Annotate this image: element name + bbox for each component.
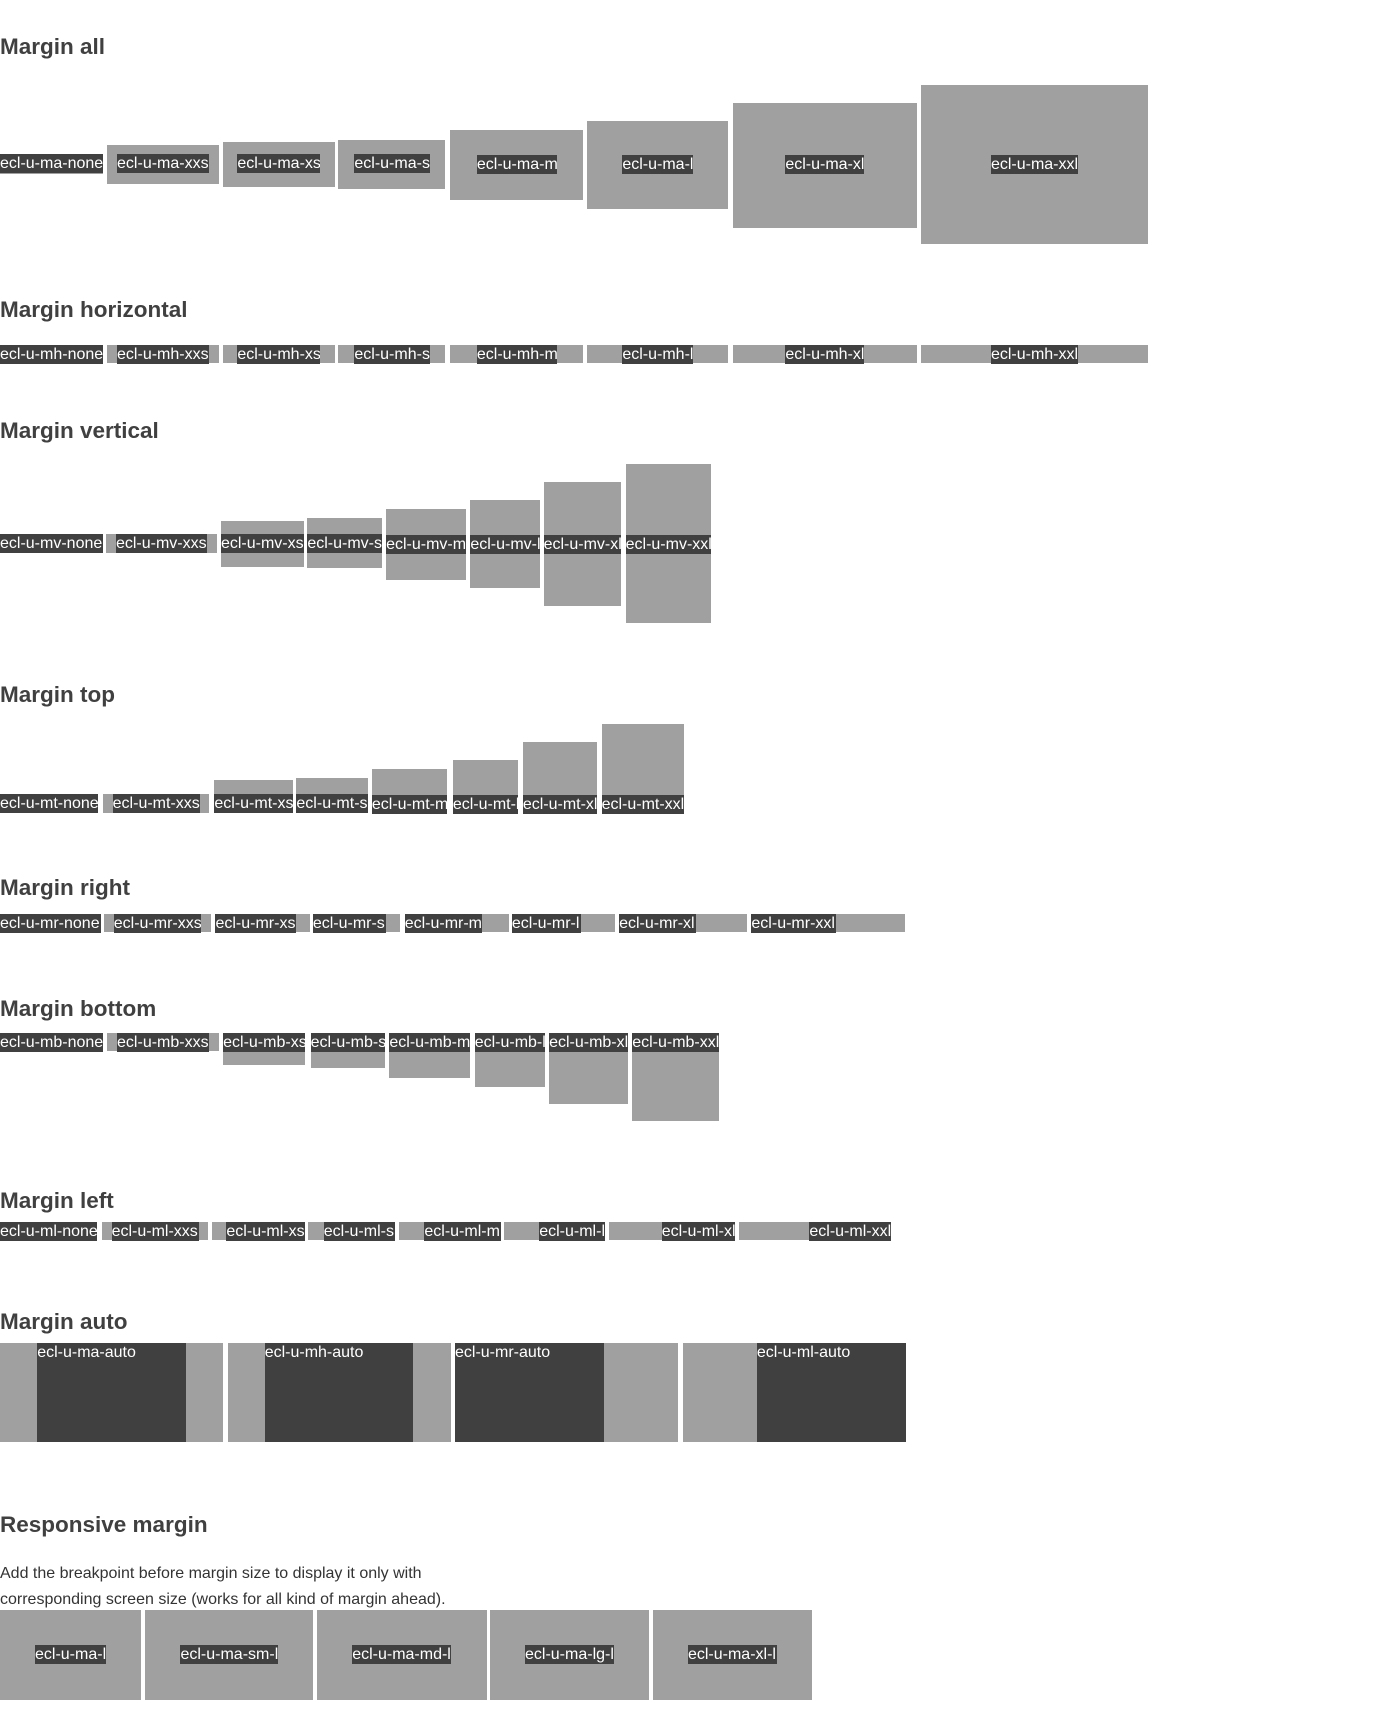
margin-all-label: ecl-u-ma-none	[0, 154, 103, 174]
responsive-margin-label: ecl-u-ma-xl-l	[687, 1645, 777, 1664]
margin-right-label: ecl-u-mr-xl	[619, 914, 696, 934]
margin-top-label: ecl-u-mt-xxl	[601, 795, 684, 815]
margin-left-label: ecl-u-ml-xxs	[111, 1221, 200, 1241]
margin-horizontal-label: ecl-u-mh-xl	[785, 344, 865, 364]
heading-margin-horizontal: Margin horizontal	[0, 297, 188, 322]
margin-right-label: ecl-u-mr-s	[312, 914, 387, 934]
heading-responsive-margin: Responsive margin	[0, 1512, 208, 1537]
margin-auto-inner: ecl-u-ma-auto	[37, 1343, 186, 1442]
margin-vertical-label: ecl-u-mv-xl	[543, 534, 622, 554]
margin-all-label: ecl-u-ma-xxl	[990, 155, 1079, 175]
margin-right-label: ecl-u-mr-xs	[215, 914, 297, 934]
margin-left-label: ecl-u-ml-xl	[661, 1221, 735, 1241]
margin-all-label: ecl-u-ma-s	[354, 154, 430, 174]
margin-top-label: ecl-u-mt-l	[452, 795, 519, 815]
responsive-margin-label: ecl-u-ma-md-l	[352, 1645, 451, 1664]
margin-horizontal-label: ecl-u-mh-s	[354, 344, 430, 364]
heading-margin-left: Margin left	[0, 1188, 114, 1213]
margin-right-label: ecl-u-mr-m	[404, 914, 483, 934]
heading-margin-all: Margin all	[0, 34, 106, 59]
margin-left-label: ecl-u-ml-l	[539, 1221, 605, 1241]
margin-vertical-label: ecl-u-mv-xxs	[115, 533, 207, 553]
margin-auto-inner: ecl-u-ml-auto	[756, 1343, 906, 1442]
margin-bottom-label: ecl-u-mb-l	[474, 1032, 545, 1052]
margin-vertical-label: ecl-u-mv-xs	[220, 533, 305, 553]
margin-right-label: ecl-u-mr-l	[511, 914, 581, 934]
margin-bottom-label: ecl-u-mb-m	[389, 1032, 471, 1052]
margin-bottom-label: ecl-u-mb-xxs	[117, 1032, 209, 1052]
heading-margin-top: Margin top	[0, 682, 115, 707]
margin-bottom-label: ecl-u-mb-xl	[549, 1032, 628, 1052]
margin-vertical-label: ecl-u-mv-xxl	[625, 534, 711, 554]
margin-all-label: ecl-u-ma-l	[622, 155, 694, 175]
margin-bottom-label: ecl-u-mb-xs	[223, 1032, 306, 1052]
responsive-margin-label: ecl-u-ma-l	[35, 1645, 107, 1664]
margin-vertical-label: ecl-u-mv-s	[307, 533, 382, 553]
responsive-margin-label: ecl-u-ma-lg-l	[525, 1645, 614, 1664]
margin-left-label: ecl-u-ml-xxl	[809, 1221, 892, 1241]
margin-vertical-label: ecl-u-mv-m	[386, 534, 466, 554]
margin-vertical-label: ecl-u-mv-none	[0, 533, 103, 553]
margin-right-label: ecl-u-mr-xxl	[751, 914, 836, 934]
margin-auto-inner: ecl-u-mh-auto	[264, 1343, 414, 1442]
margin-left-label: ecl-u-ml-none	[0, 1221, 98, 1241]
margin-all-label: ecl-u-ma-xxs	[117, 154, 209, 174]
margin-left-label: ecl-u-ml-s	[323, 1221, 395, 1241]
margin-top-label: ecl-u-mt-xl	[522, 795, 598, 815]
margin-bottom-label: ecl-u-mb-none	[0, 1032, 103, 1052]
margin-top-label: ecl-u-mt-xxs	[112, 794, 201, 814]
margin-vertical-label: ecl-u-mv-l	[470, 534, 541, 554]
responsive-margin-description: Add the breakpoint before margin size to…	[0, 1565, 446, 1608]
margin-left-label: ecl-u-ml-m	[424, 1221, 501, 1241]
margin-all-label: ecl-u-ma-m	[476, 155, 557, 175]
margin-top-label: ecl-u-mt-xs	[214, 794, 294, 814]
heading-margin-vertical: Margin vertical	[0, 418, 159, 443]
heading-margin-right: Margin right	[0, 875, 130, 900]
margin-right-label: ecl-u-mr-xxs	[113, 914, 202, 934]
heading-margin-bottom: Margin bottom	[0, 996, 157, 1021]
responsive-margin-label: ecl-u-ma-sm-l	[180, 1645, 278, 1664]
margin-left-label: ecl-u-ml-xs	[226, 1221, 306, 1241]
heading-margin-auto: Margin auto	[0, 1309, 128, 1334]
margin-all-label: ecl-u-ma-xl	[785, 155, 865, 175]
margin-horizontal-label: ecl-u-mh-m	[476, 344, 557, 364]
margin-bottom-label: ecl-u-mb-xxl	[632, 1032, 719, 1052]
margin-horizontal-label: ecl-u-mh-xxl	[990, 344, 1079, 364]
margin-top-label: ecl-u-mt-s	[296, 794, 368, 814]
margin-top-label: ecl-u-mt-none	[0, 794, 99, 814]
margin-horizontal-label: ecl-u-mh-xs	[237, 344, 321, 364]
margin-all-label: ecl-u-ma-xs	[237, 154, 321, 174]
margin-horizontal-label: ecl-u-mh-none	[0, 344, 103, 364]
margin-bottom-label: ecl-u-mb-s	[310, 1032, 385, 1052]
margin-auto-inner: ecl-u-mr-auto	[455, 1343, 604, 1442]
margin-horizontal-label: ecl-u-mh-l	[622, 344, 694, 364]
margin-horizontal-label: ecl-u-mh-xxs	[117, 344, 209, 364]
margin-right-label: ecl-u-mr-none	[0, 914, 101, 934]
margin-top-label: ecl-u-mt-m	[371, 795, 448, 815]
